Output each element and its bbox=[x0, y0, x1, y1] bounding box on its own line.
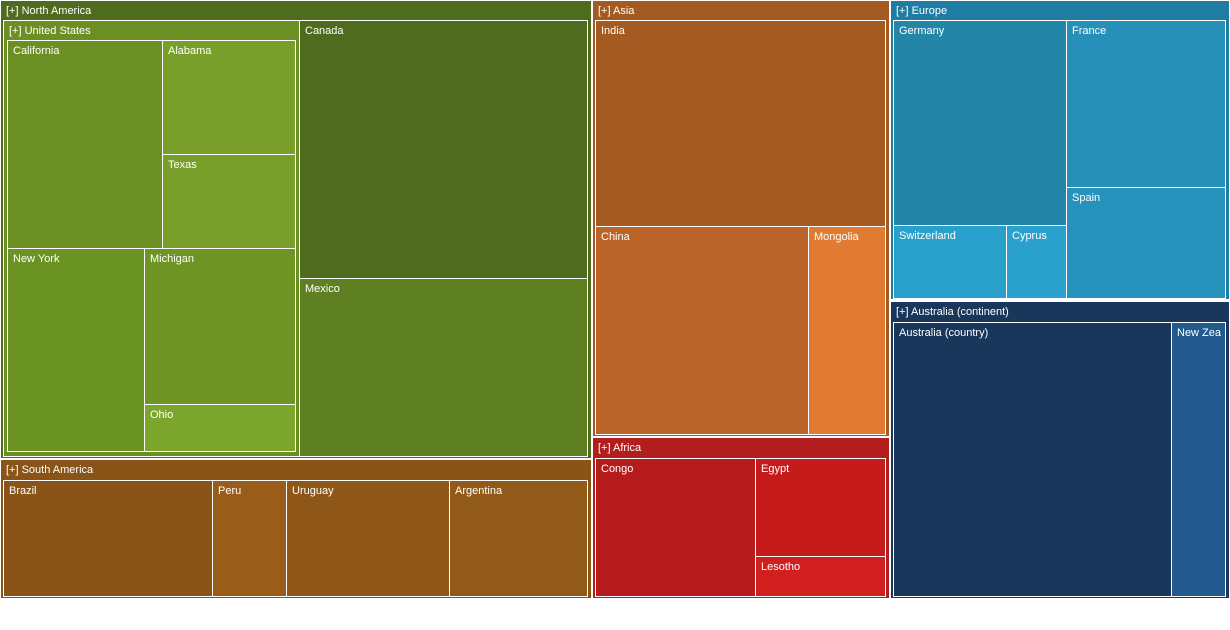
cell-label-new-york: New York bbox=[13, 253, 60, 265]
cell-label-canada: Canada bbox=[305, 25, 344, 37]
treemap-cell-alabama[interactable]: Alabama bbox=[162, 40, 296, 155]
treemap-cell-egypt[interactable]: Egypt bbox=[755, 458, 886, 557]
cell-label-mexico: Mexico bbox=[305, 283, 340, 295]
treemap-cell-new-zealand[interactable]: New Zea bbox=[1171, 322, 1226, 597]
cell-label-spain: Spain bbox=[1072, 192, 1101, 204]
cell-label-mongolia: Mongolia bbox=[814, 231, 859, 243]
treemap-cell-china[interactable]: China bbox=[595, 226, 809, 435]
treemap-cell-california[interactable]: California bbox=[7, 40, 164, 249]
cell-label-congo: Congo bbox=[601, 463, 634, 475]
treemap-cell-germany[interactable]: Germany bbox=[893, 20, 1068, 226]
cell-label-switzerland: Switzerland bbox=[899, 230, 956, 242]
treemap-cell-argentina[interactable]: Argentina bbox=[449, 480, 588, 597]
treemap-cell-canada[interactable]: Canada bbox=[299, 20, 588, 279]
treemap-cell-spain[interactable]: Spain bbox=[1066, 187, 1226, 299]
cell-label-new-zealand: New Zea bbox=[1177, 327, 1222, 339]
cell-label-germany: Germany bbox=[899, 25, 945, 37]
cell-label-michigan: Michigan bbox=[150, 253, 195, 265]
cell-label-india: India bbox=[601, 25, 625, 37]
treemap-cell-australia-country[interactable]: Australia (country) bbox=[893, 322, 1173, 597]
treemap-cell-mongolia[interactable]: Mongolia bbox=[808, 226, 886, 435]
group-label-south-america[interactable]: [+] South America bbox=[6, 464, 94, 476]
group-label-africa[interactable]: [+] Africa bbox=[598, 442, 642, 454]
treemap-cell-india[interactable]: India bbox=[595, 20, 886, 227]
cell-label-lesotho: Lesotho bbox=[761, 561, 801, 573]
cell-label-california: California bbox=[13, 45, 60, 57]
treemap-cell-texas[interactable]: Texas bbox=[162, 154, 296, 249]
group-label-europe[interactable]: [+] Europe bbox=[896, 5, 948, 17]
cell-label-texas: Texas bbox=[168, 159, 197, 171]
treemap-cell-switzerland[interactable]: Switzerland bbox=[893, 225, 1008, 299]
treemap-cell-michigan[interactable]: Michigan bbox=[144, 248, 296, 405]
treemap-cell-mexico[interactable]: Mexico bbox=[299, 278, 588, 457]
treemap-cell-new-york[interactable]: New York bbox=[7, 248, 146, 452]
cell-label-ohio: Ohio bbox=[150, 409, 174, 421]
treemap-cell-brazil[interactable]: Brazil bbox=[3, 480, 214, 597]
group-label-united-states[interactable]: [+] United States bbox=[9, 25, 91, 37]
treemap-cell-ohio[interactable]: Ohio bbox=[144, 404, 296, 452]
group-label-australia-continent[interactable]: [+] Australia (continent) bbox=[896, 306, 1009, 318]
cell-label-france: France bbox=[1072, 25, 1107, 37]
treemap-cell-congo[interactable]: Congo bbox=[595, 458, 757, 597]
cell-label-cyprus: Cyprus bbox=[1012, 230, 1047, 242]
cell-label-alabama: Alabama bbox=[168, 45, 212, 57]
cell-label-brazil: Brazil bbox=[9, 485, 37, 497]
treemap-cell-cyprus[interactable]: Cyprus bbox=[1006, 225, 1068, 299]
group-label-north-america[interactable]: [+] North America bbox=[6, 5, 92, 17]
cell-label-peru: Peru bbox=[218, 485, 242, 497]
cell-label-uruguay: Uruguay bbox=[292, 485, 334, 497]
cell-label-australia-country: Australia (country) bbox=[899, 327, 989, 339]
treemap-cell-peru[interactable]: Peru bbox=[212, 480, 288, 597]
cell-label-china: China bbox=[601, 231, 630, 243]
treemap-cell-lesotho[interactable]: Lesotho bbox=[755, 556, 886, 597]
group-label-asia[interactable]: [+] Asia bbox=[598, 5, 635, 17]
cell-label-argentina: Argentina bbox=[455, 485, 503, 497]
treemap-cell-uruguay[interactable]: Uruguay bbox=[286, 480, 451, 597]
cell-label-egypt: Egypt bbox=[761, 463, 790, 475]
treemap-cell-france[interactable]: France bbox=[1066, 20, 1226, 188]
